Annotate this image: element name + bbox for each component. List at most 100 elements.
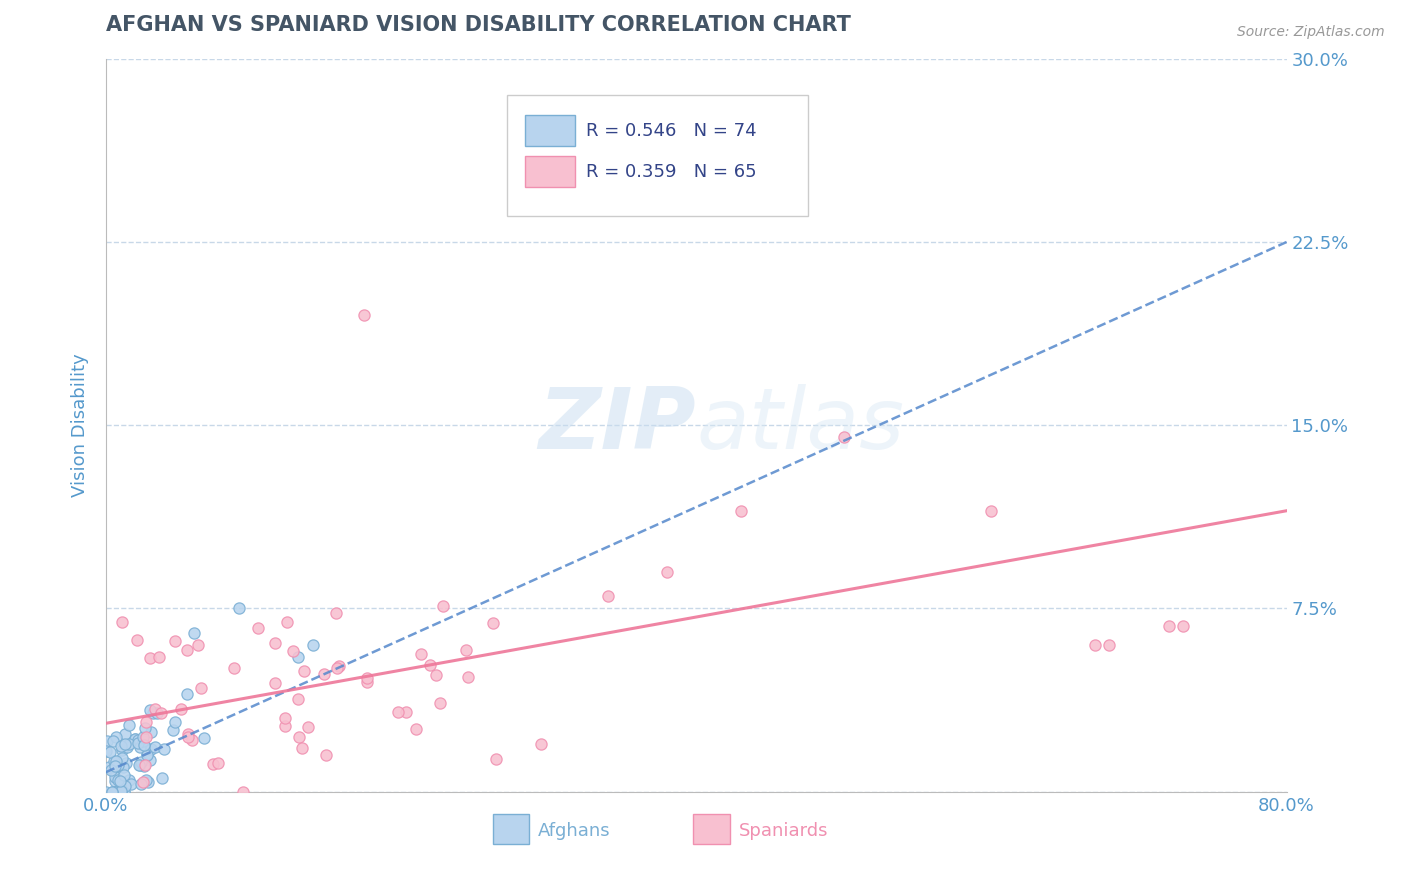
Point [315, 747, 337, 762]
Point [1157, 618, 1180, 632]
Point [111, 742, 134, 756]
Point [405, 723, 427, 737]
Point [457, 670, 479, 684]
Point [163, 714, 186, 729]
Point [139, 703, 162, 717]
Point [832, 430, 855, 444]
Point [432, 599, 454, 613]
Point [186, 639, 208, 653]
Point [247, 621, 270, 635]
Point [176, 643, 198, 657]
Point [127, 736, 149, 750]
Point [135, 747, 157, 762]
Point [132, 775, 155, 789]
Point [301, 638, 323, 652]
Point [114, 768, 136, 782]
Point [135, 772, 157, 787]
Point [484, 752, 506, 766]
Point [112, 785, 135, 799]
Point [104, 774, 127, 789]
Point [142, 706, 165, 720]
Point [190, 681, 212, 695]
Point [529, 737, 551, 751]
Point [356, 671, 378, 685]
Point [150, 771, 173, 785]
Point [176, 687, 198, 701]
Point [287, 692, 309, 706]
Point [97, 760, 120, 774]
Point [115, 756, 138, 770]
Point [103, 755, 125, 769]
Point [129, 757, 152, 772]
Point [139, 650, 162, 665]
Point [326, 661, 349, 675]
Point [114, 779, 136, 793]
Point [170, 702, 193, 716]
Point [101, 763, 124, 777]
Text: Source: ZipAtlas.com: Source: ZipAtlas.com [1237, 25, 1385, 39]
Point [228, 601, 250, 615]
Point [134, 738, 156, 752]
Point [141, 725, 163, 739]
Point [132, 758, 155, 772]
Point [596, 589, 619, 603]
Point [124, 732, 146, 747]
Point [264, 635, 287, 649]
Point [288, 730, 311, 744]
Point [107, 772, 129, 787]
Point [129, 755, 152, 769]
Point [222, 661, 245, 675]
Point [132, 730, 155, 744]
Point [108, 774, 131, 789]
Point [129, 777, 152, 791]
Point [232, 785, 254, 799]
Point [482, 616, 505, 631]
Point [148, 650, 170, 665]
Point [124, 732, 146, 747]
Point [163, 633, 186, 648]
Point [328, 658, 350, 673]
Text: ZIP: ZIP [538, 384, 696, 467]
Point [96, 734, 118, 748]
Point [136, 747, 159, 762]
Point [128, 757, 150, 772]
Point [409, 647, 432, 661]
Point [150, 706, 173, 720]
Point [291, 741, 314, 756]
Point [207, 756, 229, 771]
Point [110, 751, 132, 765]
Point [292, 664, 315, 678]
Point [114, 737, 136, 751]
Point [274, 711, 297, 725]
Point [118, 737, 141, 751]
Text: R = 0.546   N = 74: R = 0.546 N = 74 [586, 121, 756, 140]
Point [153, 741, 176, 756]
Text: R = 0.359   N = 65: R = 0.359 N = 65 [586, 162, 756, 181]
Point [115, 739, 138, 754]
Point [181, 733, 204, 747]
Point [127, 632, 149, 647]
Point [98, 746, 121, 760]
Point [276, 615, 298, 629]
Point [107, 758, 129, 772]
Point [112, 760, 135, 774]
FancyBboxPatch shape [524, 156, 575, 187]
Point [387, 705, 409, 719]
Point [111, 615, 134, 629]
Point [118, 772, 141, 787]
Point [143, 740, 166, 755]
Point [146, 706, 169, 721]
Point [135, 714, 157, 729]
Point [162, 723, 184, 737]
Point [128, 740, 150, 755]
Point [101, 785, 124, 799]
Point [139, 741, 162, 756]
Point [325, 606, 347, 620]
Point [101, 734, 124, 748]
Point [127, 732, 149, 747]
Point [112, 785, 135, 799]
Point [143, 702, 166, 716]
Point [103, 785, 125, 799]
Point [96, 785, 118, 799]
Point [100, 763, 122, 777]
